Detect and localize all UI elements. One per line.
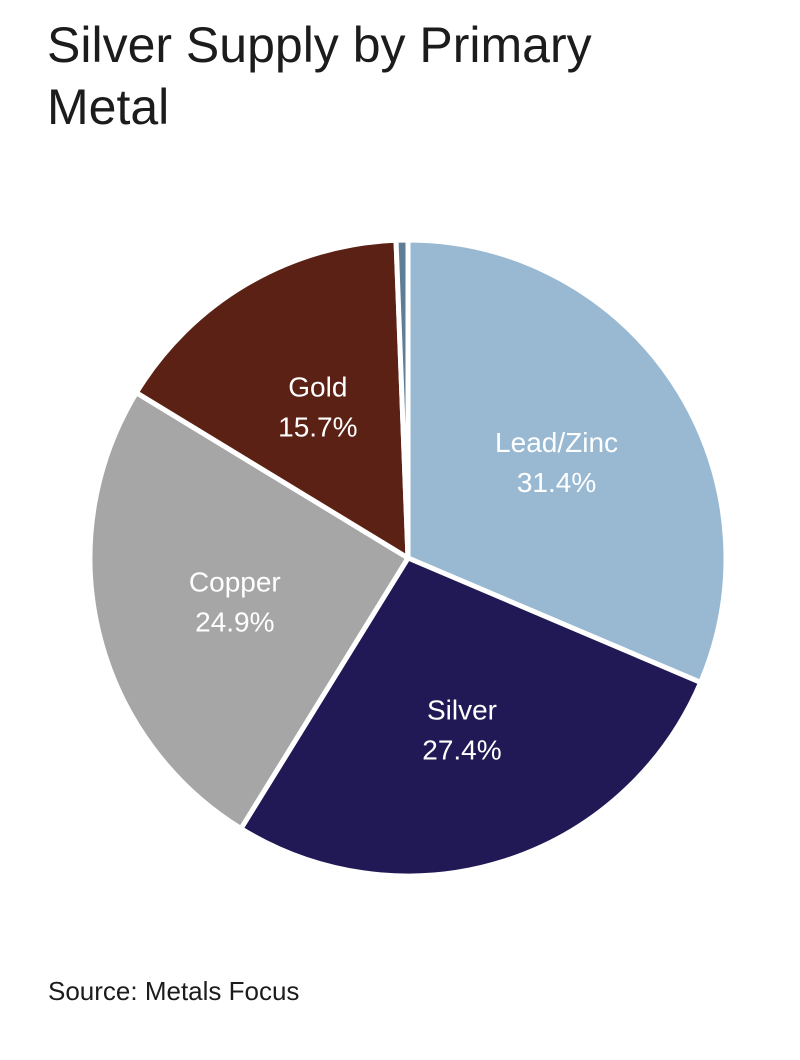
slice-value-label: 24.9% bbox=[195, 607, 274, 638]
pie-labels: Lead/Zinc 31.4% Silver 27.4% Copper 24.9% Gold… bbox=[189, 371, 618, 765]
pie-slices bbox=[87, 237, 729, 879]
slice-label: Lead/Zinc bbox=[495, 427, 618, 458]
pie-slice-gold bbox=[133, 237, 411, 561]
slice-label: Gold bbox=[288, 371, 347, 402]
pie-slice-copper bbox=[87, 390, 411, 832]
source-note: Source: Metals Focus bbox=[48, 976, 300, 1006]
slice-value-label: 15.7% bbox=[278, 411, 357, 442]
slice-value-label: 27.4% bbox=[422, 735, 501, 766]
slice-label: Copper bbox=[189, 567, 281, 598]
pie-slice-lead-zinc bbox=[405, 237, 729, 685]
pie-slice-silver bbox=[238, 555, 704, 879]
pie-slice-other bbox=[393, 237, 411, 561]
slice-label: Silver bbox=[427, 695, 497, 726]
chart-title: Silver Supply by Primary Metal bbox=[47, 17, 592, 135]
slice-value-label: 31.4% bbox=[517, 467, 596, 498]
